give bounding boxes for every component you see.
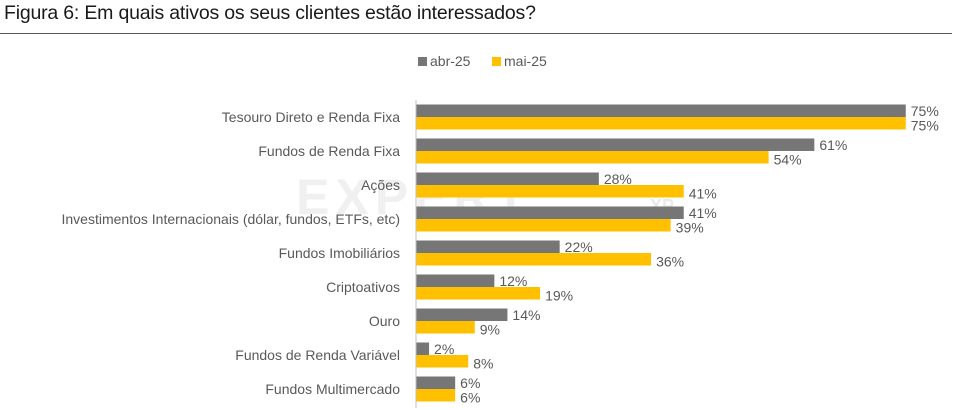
bar-mai-25: [416, 253, 652, 266]
bar-abr-25: [416, 104, 906, 117]
data-label-mai-25: 36%: [656, 254, 684, 270]
data-label-mai-25: 19%: [545, 288, 573, 304]
data-label-mai-25: 8%: [473, 356, 493, 372]
legend-swatch-mai-25: [492, 57, 501, 66]
bar-mai-25: [416, 219, 671, 232]
data-label-abr-25: 12%: [499, 273, 527, 289]
bar-abr-25: [416, 308, 508, 321]
bar-mai-25: [416, 355, 469, 368]
data-label-abr-25: 41%: [689, 205, 717, 221]
bar-mai-25: [416, 287, 541, 300]
data-label-abr-25: 61%: [819, 137, 847, 153]
data-label-abr-25: 22%: [565, 239, 593, 255]
bar-mai-25: [416, 321, 475, 334]
legend-label-abr-25: abr-25: [430, 53, 471, 69]
data-label-abr-25: 75%: [911, 103, 939, 119]
data-label-mai-25: 39%: [676, 220, 704, 236]
data-label-abr-25: 28%: [604, 171, 632, 187]
bar-abr-25: [416, 274, 495, 287]
category-label: Criptoativos: [326, 279, 400, 295]
category-label: Fundos de Renda Variável: [235, 347, 400, 363]
data-label-mai-25: 75%: [911, 118, 939, 134]
category-label: Investimentos Internacionais (dólar, fun…: [62, 211, 401, 227]
title-divider: [0, 33, 952, 34]
bar-mai-25: [416, 185, 684, 198]
category-label: Fundos de Renda Fixa: [258, 143, 400, 159]
figure-title: Figura 6: Em quais ativos os seus client…: [4, 2, 536, 24]
data-label-abr-25: 2%: [434, 341, 454, 357]
bar-mai-25: [416, 117, 906, 130]
data-label-abr-25: 6%: [460, 375, 480, 391]
bar-abr-25: [416, 138, 815, 151]
legend-label-mai-25: mai-25: [504, 53, 547, 69]
category-label: Tesouro Direto e Renda Fixa: [222, 109, 400, 125]
bar-abr-25: [416, 376, 456, 389]
data-label-mai-25: 41%: [689, 186, 717, 202]
bar-mai-25: [416, 151, 769, 164]
data-label-mai-25: 6%: [460, 390, 480, 406]
category-label: Ouro: [369, 313, 400, 329]
data-label-mai-25: 54%: [774, 152, 802, 168]
bar-abr-25: [416, 342, 430, 355]
data-label-abr-25: 14%: [512, 307, 540, 323]
bar-abr-25: [416, 172, 599, 185]
category-label: Fundos Imobiliários: [279, 245, 400, 261]
bar-abr-25: [416, 206, 684, 219]
category-label: Ações: [361, 177, 400, 193]
legend-swatch-abr-25: [418, 57, 427, 66]
category-label: Fundos Multimercado: [265, 381, 400, 397]
data-label-mai-25: 9%: [480, 322, 500, 338]
bar-abr-25: [416, 240, 560, 253]
bar-mai-25: [416, 389, 456, 402]
